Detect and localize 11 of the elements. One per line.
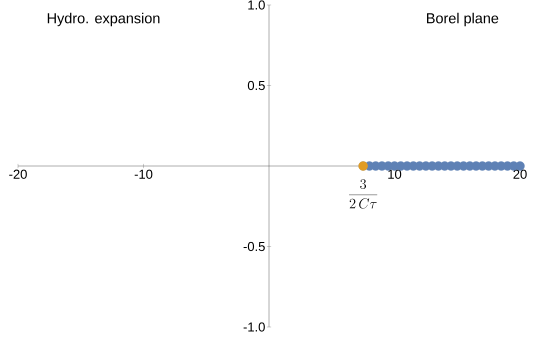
x-tick-label: -10 bbox=[134, 170, 152, 179]
x-tick-label: -20 bbox=[9, 170, 27, 179]
y-tick-label: 1.0 bbox=[248, 0, 265, 10]
annotation: $\frac{3}{2\,C\tau}$ bbox=[349, 179, 378, 209]
y-tick-label: 0.5 bbox=[248, 80, 265, 90]
y-tick-label: -0.5 bbox=[244, 242, 265, 252]
annotation: Borel plane bbox=[427, 12, 498, 26]
y-tick-label: -1.0 bbox=[244, 322, 265, 332]
x-tick-label: 10 bbox=[388, 170, 402, 179]
x-tick-label: 20 bbox=[513, 170, 527, 179]
annotation: Hydro. expansion bbox=[48, 12, 160, 26]
